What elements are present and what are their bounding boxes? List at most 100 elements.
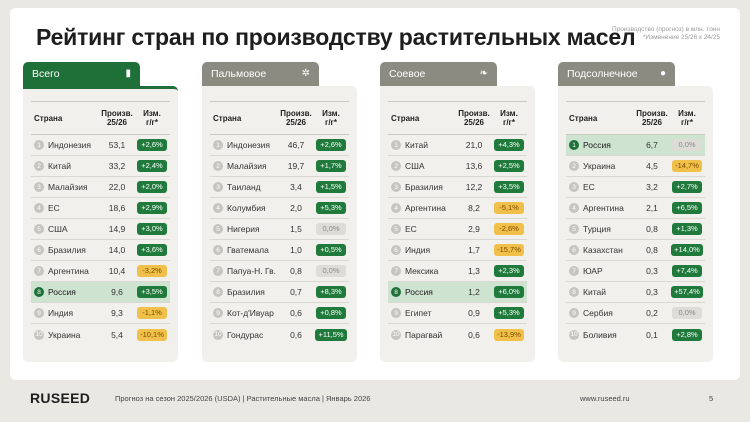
- change-badge: +2,7%: [672, 181, 702, 193]
- change-cell: +6,0%: [491, 286, 527, 298]
- header-production-line2: 25/26: [106, 118, 128, 127]
- rank-badge: 10: [569, 329, 579, 340]
- table-header: Страна Произв. 25/26 Изм. г/г*: [31, 101, 170, 135]
- production-value: 0,6: [468, 329, 480, 340]
- production-value: 46,7: [287, 140, 305, 150]
- rank-badge: 7: [213, 266, 223, 276]
- header-change-line1: Изм.: [322, 109, 340, 118]
- rank-badge: 1: [391, 140, 401, 150]
- table-row: 9 Индия 9,3 -1,1%: [31, 303, 170, 324]
- ranking-table: Страна Произв. 25/26 Изм. г/г* 1 Индонезия 53,1…: [23, 86, 178, 362]
- table-row: 2 США 13,6 +2,5%: [388, 156, 527, 177]
- change-cell: +0,8%: [313, 307, 349, 319]
- country-name: Колумбия: [227, 203, 266, 213]
- country-name: Казахстан: [583, 245, 623, 255]
- table-row: 10 Парагвай 0,6 -13,9%: [388, 324, 527, 345]
- change-badge: +4,3%: [494, 139, 524, 151]
- production-value: 4,5: [646, 161, 658, 171]
- change-cell: +6,5%: [669, 202, 705, 214]
- table-row: 3 Малайзия 22,0 +2,0%: [31, 177, 170, 198]
- change-badge: +1,3%: [672, 223, 702, 235]
- footer-url[interactable]: www.ruseed.ru: [580, 394, 630, 403]
- table-row: 3 Таиланд 3,4 +1,5%: [210, 177, 349, 198]
- change-badge: +2,5%: [494, 160, 524, 172]
- table-row: 8 Россия 9,6 +3,5%: [31, 282, 170, 303]
- palm-icon: ✲: [301, 68, 310, 79]
- tab-label: Пальмовое: [211, 68, 267, 80]
- change-cell: -2,6%: [491, 223, 527, 235]
- source-note: Производство (прогноз) в млн. тонн *Изме…: [612, 26, 720, 42]
- change-cell: +3,6%: [134, 244, 170, 256]
- rank-badge: 1: [213, 140, 223, 150]
- category-tab[interactable]: Пальмовое ✲: [202, 62, 319, 86]
- change-cell: -14,7%: [669, 160, 705, 172]
- header-production-line1: Произв.: [280, 109, 312, 118]
- rank-badge: 4: [391, 203, 401, 213]
- rank-badge: 2: [34, 161, 44, 171]
- change-badge: 0,0%: [672, 139, 702, 151]
- table-header: Страна Произв. 25/26 Изм. г/г*: [210, 101, 349, 135]
- header-change: Изм. г/г*: [491, 109, 527, 127]
- country-name: Гватемала: [227, 245, 269, 255]
- rank-badge: 2: [569, 161, 579, 171]
- change-cell: +7,4%: [669, 265, 705, 277]
- production-value: 13,6: [465, 161, 483, 171]
- country-name: Китай: [405, 140, 428, 150]
- note-line-2: *Изменение 25/26 к 24/25: [642, 34, 720, 41]
- category-tab[interactable]: Соевое ❧: [380, 62, 497, 86]
- change-cell: +8,3%: [313, 286, 349, 298]
- country-name: Аргентина: [405, 203, 446, 213]
- rank-badge: 2: [213, 161, 223, 171]
- change-cell: +1,3%: [669, 223, 705, 235]
- country-name: Индия: [405, 245, 431, 255]
- table-row: 4 Аргентина 2,1 +6,5%: [566, 198, 705, 219]
- change-badge: +2,3%: [494, 265, 524, 277]
- table-row: 7 Папуа-Н. Гв. 0,8 0,0%: [210, 261, 349, 282]
- production-value: 1,7: [468, 245, 480, 255]
- country-name: Китай: [48, 161, 71, 171]
- change-cell: +2,5%: [491, 160, 527, 172]
- category-tab[interactable]: Подсолнечное ●: [558, 62, 675, 86]
- country-name: ЕС: [48, 203, 60, 213]
- footer-text: Прогноз на сезон 2025/2026 (USDA) | Раст…: [115, 394, 371, 403]
- production-value: 14,9: [108, 224, 126, 234]
- rank-badge: 6: [213, 245, 223, 255]
- table-row: 3 ЕС 3,2 +2,7%: [566, 177, 705, 198]
- rank-badge: 8: [569, 287, 579, 297]
- header-production: Произв. 25/26: [100, 109, 134, 127]
- header-production-line1: Произв.: [636, 109, 668, 118]
- table-row: 2 Китай 33,2 +2,4%: [31, 156, 170, 177]
- production-value: 1,5: [290, 224, 302, 234]
- change-cell: +5,3%: [313, 202, 349, 214]
- change-badge: +2,9%: [137, 202, 167, 214]
- rank-badge: 6: [569, 245, 579, 255]
- header-production: Произв. 25/26: [635, 109, 669, 127]
- change-cell: +5,3%: [491, 307, 527, 319]
- change-cell: +57,4%: [669, 286, 705, 298]
- rank-badge: 1: [569, 140, 579, 150]
- country-name: Египет: [405, 308, 432, 318]
- category-tab[interactable]: Всего ▮: [23, 62, 140, 86]
- production-value: 33,2: [108, 161, 126, 171]
- change-badge: +0,5%: [316, 244, 346, 256]
- table-header: Страна Произв. 25/26 Изм. г/г*: [566, 101, 705, 135]
- rank-badge: 5: [213, 224, 223, 234]
- table-row: 8 Россия 1,2 +6,0%: [388, 282, 527, 303]
- table-row: 6 Индия 1,7 -15,7%: [388, 240, 527, 261]
- ranking-table: Страна Произв. 25/26 Изм. г/г* 1 Индонезия 46,7…: [202, 86, 357, 362]
- table-row: 9 Кот-д'Ивуар 0,6 +0,8%: [210, 303, 349, 324]
- change-cell: -3,2%: [134, 265, 170, 277]
- production-value: 0,1: [646, 329, 658, 340]
- table-row: 5 Нигерия 1,5 0,0%: [210, 219, 349, 240]
- rank-badge: 4: [34, 203, 44, 213]
- rank-badge: 6: [391, 245, 401, 255]
- table-row: 2 Малайзия 19,7 +1,7%: [210, 156, 349, 177]
- production-value: 14,0: [108, 245, 126, 255]
- change-cell: +2,9%: [134, 202, 170, 214]
- country-name: Малайзия: [227, 161, 267, 171]
- table-row: 6 Бразилия 14,0 +3,6%: [31, 240, 170, 261]
- rank-badge: 3: [569, 182, 579, 192]
- production-value: 22,0: [108, 182, 126, 192]
- table-row: 7 Аргентина 10,4 -3,2%: [31, 261, 170, 282]
- note-line-1: Производство (прогноз) в млн. тонн: [612, 26, 720, 33]
